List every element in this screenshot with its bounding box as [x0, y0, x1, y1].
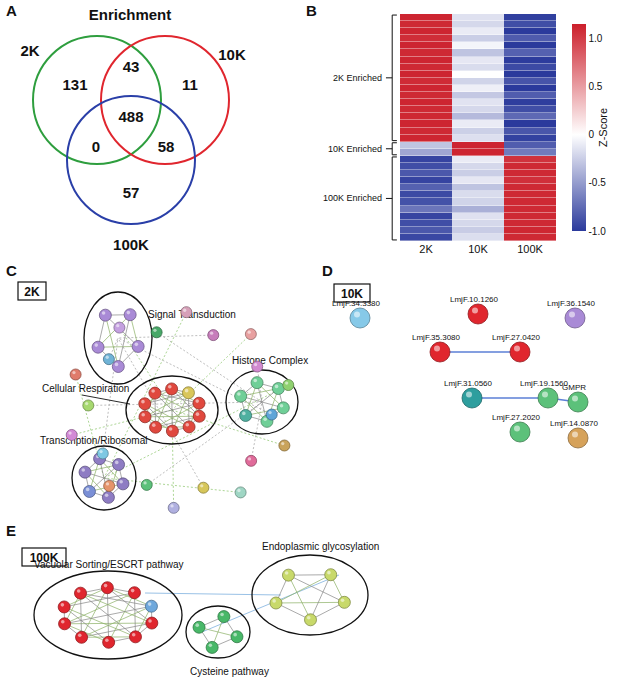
svg-text:Endoplasmic glycosylation: Endoplasmic glycosylation [262, 541, 379, 552]
svg-text:Z-Score: Z-Score [597, 108, 609, 147]
svg-text:E: E [6, 522, 16, 539]
svg-text:58: 58 [158, 138, 175, 155]
svg-text:131: 131 [62, 76, 87, 93]
svg-text:-0.5: -0.5 [589, 177, 607, 188]
svg-text:10K: 10K [468, 243, 488, 255]
svg-text:LmjF.31.0560: LmjF.31.0560 [444, 379, 493, 388]
svg-text:Vacuolar Sorting/ESCRT pathway: Vacuolar Sorting/ESCRT pathway [34, 559, 184, 570]
svg-text:100K Enriched: 100K Enriched [323, 193, 382, 203]
svg-text:2K: 2K [24, 285, 40, 299]
svg-text:100K: 100K [113, 236, 149, 253]
svg-text:LmjF.35.3080: LmjF.35.3080 [412, 333, 461, 342]
svg-text:Signal Transduction: Signal Transduction [148, 309, 236, 320]
svg-text:10K: 10K [218, 46, 246, 63]
svg-text:2K Enriched: 2K Enriched [333, 73, 382, 83]
svg-text:0: 0 [589, 129, 595, 140]
svg-text:2K: 2K [419, 243, 433, 255]
svg-text:LmjF.27.2020: LmjF.27.2020 [492, 413, 541, 422]
svg-text:0: 0 [92, 138, 100, 155]
svg-text:10K: 10K [341, 287, 363, 301]
svg-text:D: D [322, 262, 333, 279]
svg-text:LmjF.27.0420: LmjF.27.0420 [492, 333, 541, 342]
svg-text:43: 43 [123, 58, 140, 75]
svg-text:57: 57 [123, 184, 140, 201]
svg-text:0.5: 0.5 [589, 81, 603, 92]
svg-text:GMPR: GMPR [562, 383, 586, 392]
svg-text:1.0: 1.0 [589, 33, 603, 44]
svg-text:Transcription/Ribosomal: Transcription/Ribosomal [40, 435, 147, 446]
svg-text:LmjF.36.1540: LmjF.36.1540 [547, 299, 596, 308]
svg-text:LmjF.34.3380: LmjF.34.3380 [332, 299, 381, 308]
svg-text:A: A [6, 2, 17, 19]
svg-text:-1.0: -1.0 [589, 226, 607, 237]
svg-text:LmjF.14.0870: LmjF.14.0870 [550, 419, 599, 428]
svg-text:2K: 2K [20, 42, 39, 59]
svg-text:Cellular Respiration: Cellular Respiration [42, 383, 129, 394]
svg-text:Histone Complex: Histone Complex [232, 355, 308, 366]
svg-text:C: C [6, 262, 17, 279]
svg-text:LmjF.10.1260: LmjF.10.1260 [450, 295, 499, 304]
svg-text:488: 488 [118, 108, 143, 125]
svg-text:LmjF.19.1560: LmjF.19.1560 [520, 379, 569, 388]
svg-text:10K Enriched: 10K Enriched [328, 144, 382, 154]
svg-text:B: B [306, 2, 317, 19]
svg-text:100K: 100K [517, 243, 543, 255]
svg-text:Cysteine pathway: Cysteine pathway [190, 666, 269, 677]
svg-text:Enrichment: Enrichment [89, 6, 172, 23]
svg-text:100K: 100K [30, 551, 59, 565]
svg-text:11: 11 [182, 76, 198, 93]
